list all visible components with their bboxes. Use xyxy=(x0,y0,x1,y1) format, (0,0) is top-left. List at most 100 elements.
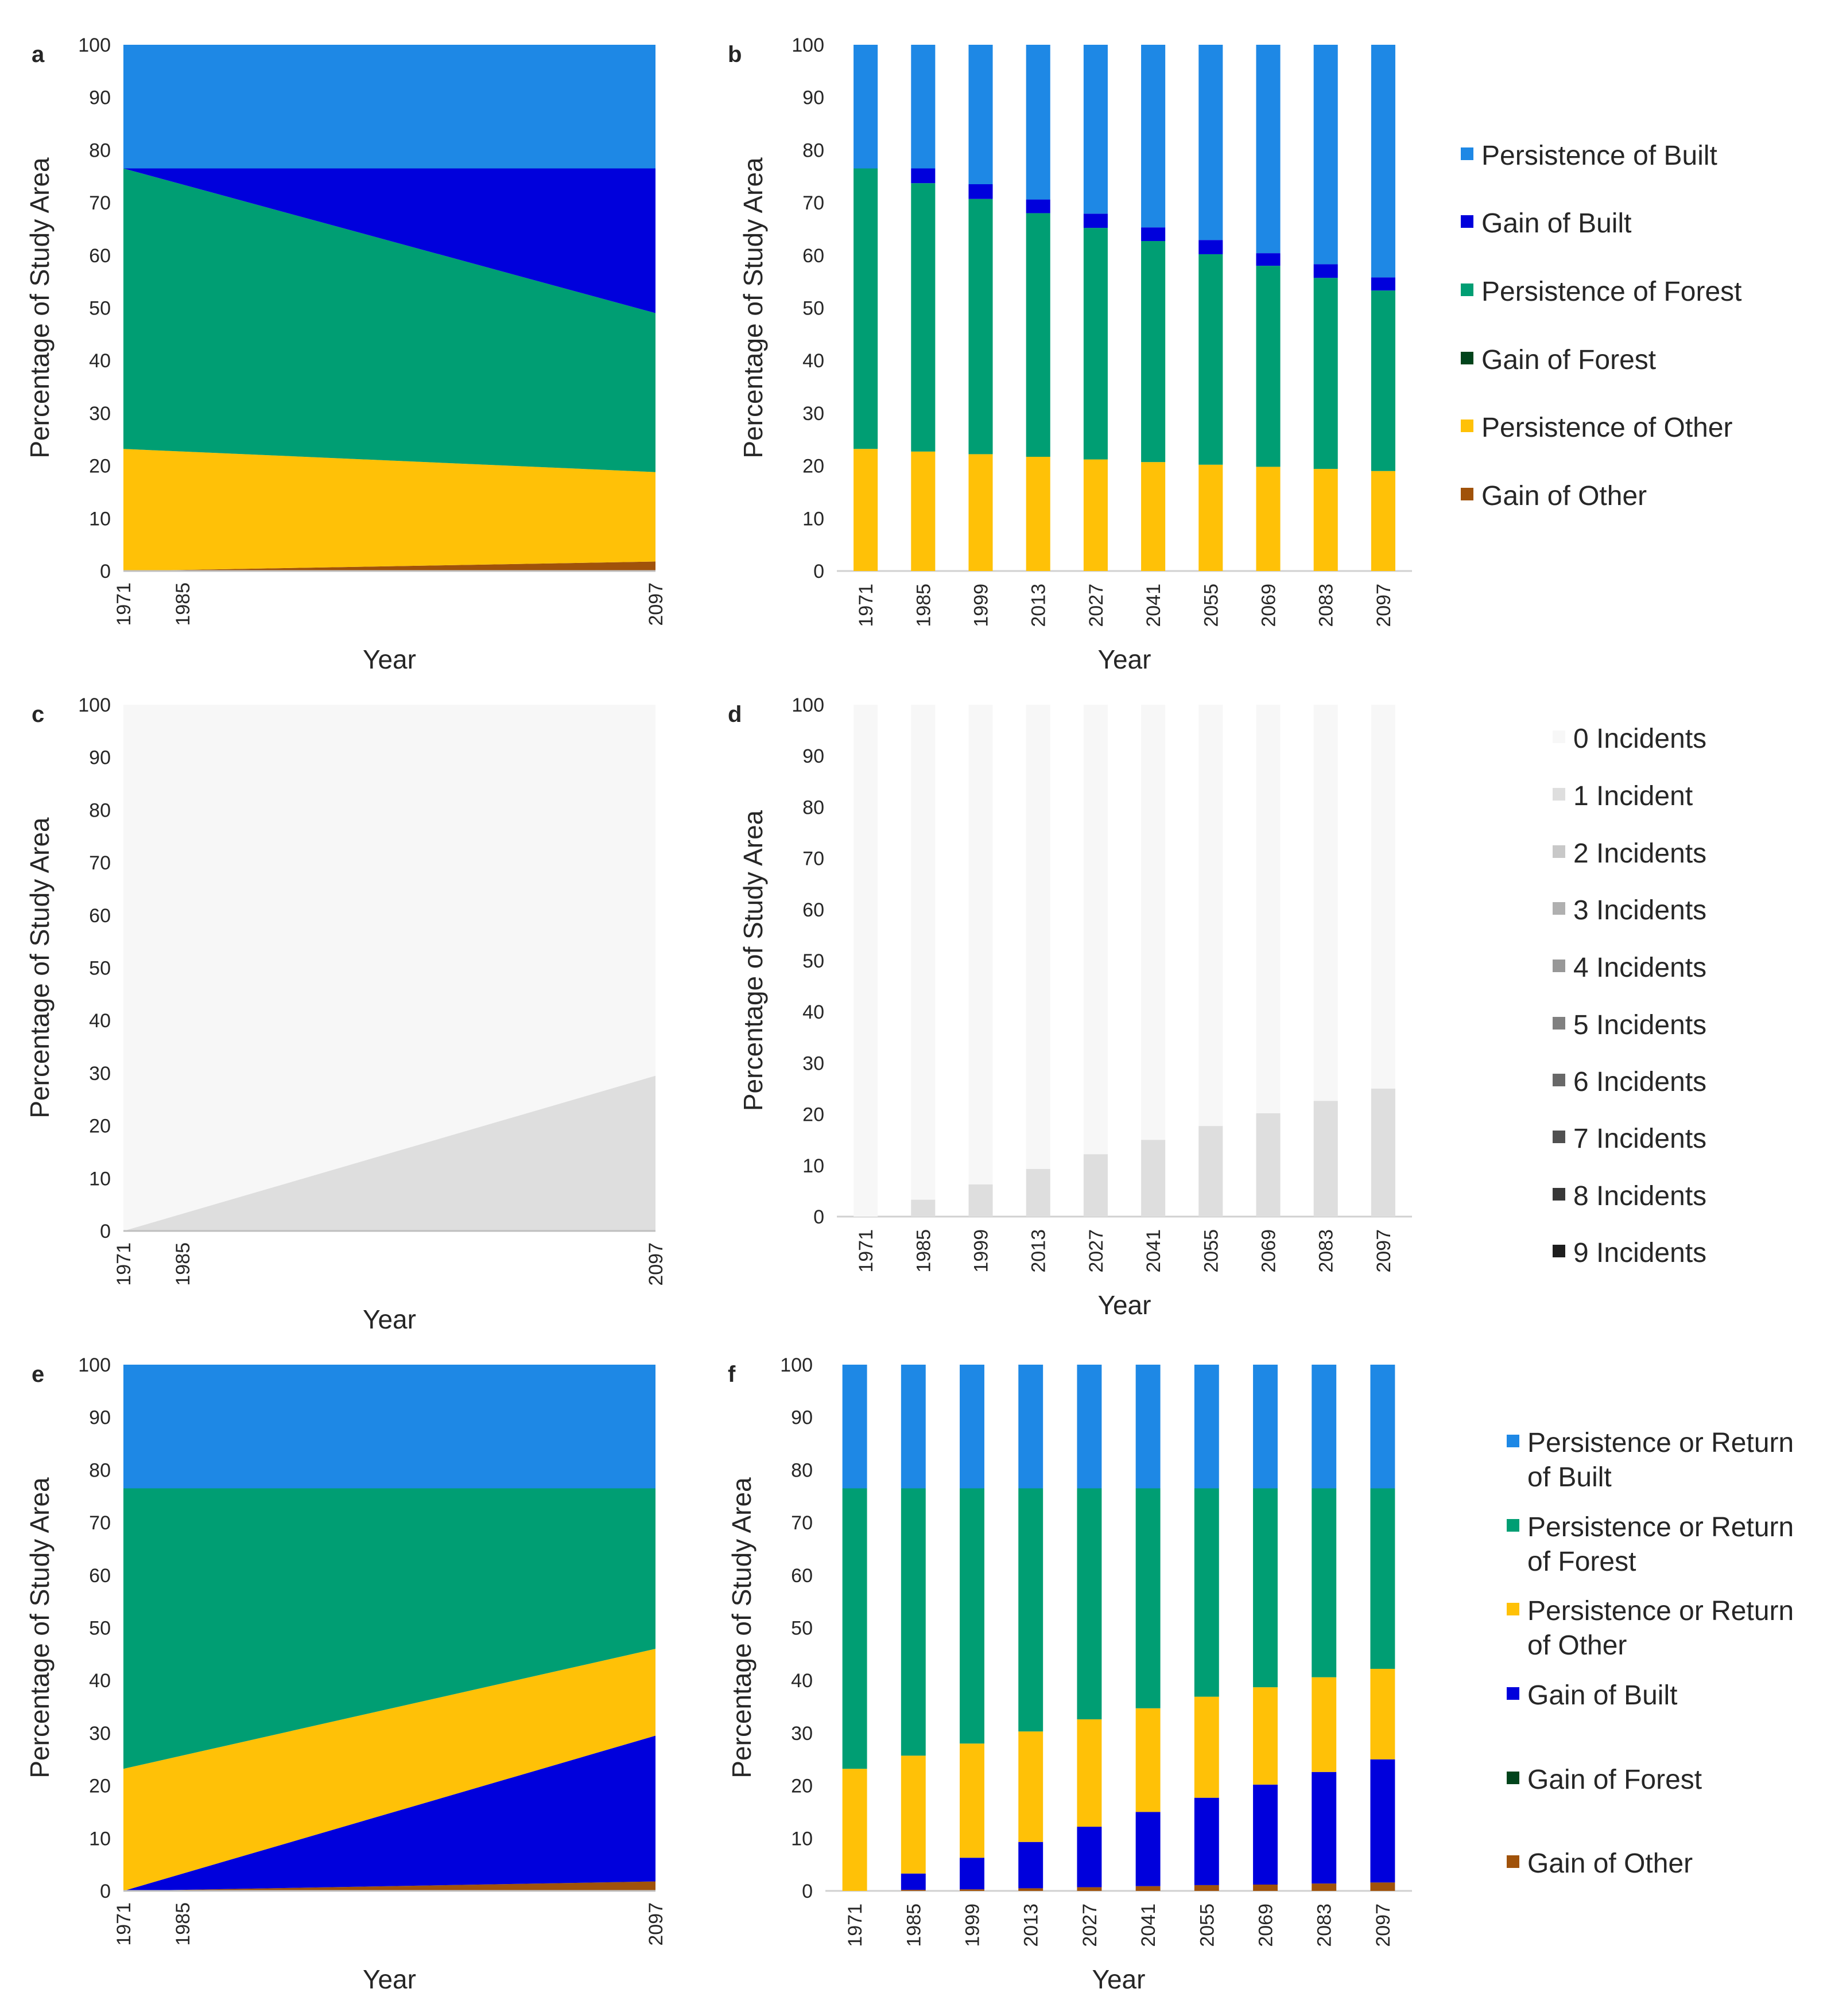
legend-label: 3 Incidents xyxy=(1573,895,1706,926)
bar-segment xyxy=(854,168,878,449)
legend-swatch xyxy=(1507,1519,1519,1532)
bar-segment xyxy=(1256,705,1281,1113)
area-series xyxy=(123,1735,655,1891)
x-tick-label: 2055 xyxy=(1200,584,1222,627)
legend-swatch xyxy=(1553,1131,1565,1143)
legend-top: Persistence of Built Gain of Built Persist… xyxy=(1461,141,1742,511)
bar-segment xyxy=(1256,467,1281,571)
y-tick-label: 70 xyxy=(802,192,824,214)
x-axis-title: Year xyxy=(363,644,416,674)
x-tick-label: 2055 xyxy=(1196,1904,1218,1947)
y-tick-label: 20 xyxy=(791,1776,813,1797)
y-tick-label: 10 xyxy=(89,508,111,530)
legend-swatch xyxy=(1461,215,1473,228)
bar-segment xyxy=(1256,45,1281,254)
bar-segment xyxy=(1083,459,1108,571)
y-tick-label: 20 xyxy=(802,1104,824,1126)
y-tick-label: 60 xyxy=(89,905,111,927)
x-tick-label: 2013 xyxy=(1028,584,1050,627)
bar-segment xyxy=(1370,1669,1395,1759)
x-axis-title: Year xyxy=(1092,1964,1146,1994)
bar-segment xyxy=(1198,45,1223,240)
y-tick-label: 80 xyxy=(89,799,111,821)
bar-segment xyxy=(1194,1488,1219,1697)
y-tick-label: 90 xyxy=(802,745,824,767)
y-tick-label: 100 xyxy=(78,1354,111,1376)
bar-segment xyxy=(911,168,936,184)
area-series xyxy=(123,45,655,169)
x-tick-label: 1999 xyxy=(971,584,992,627)
bar-segment xyxy=(960,1889,984,1891)
y-tick-label: 40 xyxy=(802,1001,824,1023)
y-axis-title: Percentage of Study Area xyxy=(25,817,55,1118)
y-tick-label: 0 xyxy=(100,561,111,582)
bar-segment xyxy=(1135,1488,1161,1708)
legend-middle: 0 Incidents 1 Incident 2 Incidents 3 Incide… xyxy=(1553,724,1706,1268)
bar-segment xyxy=(1135,1886,1161,1891)
chart-panel-e: 1971 1985 2097 Year 0 10 20 30 40 50 60 70 80 90 100 Pe… xyxy=(25,1354,667,1994)
bar-segment xyxy=(1077,1827,1102,1887)
bar-segment xyxy=(968,184,993,199)
bar-segment xyxy=(1077,1488,1102,1720)
bar-segment xyxy=(1135,1708,1161,1812)
y-axis-title: Percentage of Study Area xyxy=(25,1477,55,1778)
bar-segment xyxy=(1141,45,1166,228)
bar-segment xyxy=(1018,1731,1043,1842)
legend-swatch xyxy=(1461,283,1473,296)
bar-segment xyxy=(1135,1812,1161,1886)
legend-swatch xyxy=(1507,1603,1519,1615)
y-tick-label: 70 xyxy=(791,1512,813,1534)
bar-segment xyxy=(842,1365,867,1489)
y-tick-label: 60 xyxy=(802,245,824,267)
legend-swatch xyxy=(1553,960,1565,972)
y-tick-label: 40 xyxy=(89,1670,111,1692)
x-tick-label: 2097 xyxy=(645,1242,667,1286)
bar-segment xyxy=(1026,1169,1050,1217)
bar-segment xyxy=(1313,264,1338,278)
y-tick-label: 10 xyxy=(791,1828,813,1850)
bar-segment xyxy=(1371,705,1395,1089)
bar-segment xyxy=(1141,227,1166,242)
x-tick-label: 2069 xyxy=(1258,584,1280,627)
y-tick-label: 70 xyxy=(89,192,111,214)
chart-panel-d: 1971 1985 1999 2013 2027 2041 2055 2069 2083 2097… xyxy=(728,694,1412,1320)
x-tick-label: 2097 xyxy=(645,1902,667,1946)
y-axis-title: Percentage of Study Area xyxy=(25,157,55,459)
area-series xyxy=(123,1881,655,1891)
bar-segment xyxy=(1077,1719,1102,1827)
bar-segment xyxy=(1198,464,1223,571)
bar-segment xyxy=(1253,1488,1278,1688)
chart-panel-a: 1971 1985 2097 Year 0 10 20 30 40 50 60 70 80 90 100 Pe… xyxy=(25,34,667,674)
x-axis-title: Year xyxy=(1098,1290,1151,1320)
bar-segment xyxy=(1370,1882,1395,1891)
y-tick-label: 10 xyxy=(89,1828,111,1850)
legend-swatch xyxy=(1461,147,1473,160)
legend-swatch xyxy=(1507,1855,1519,1868)
legend-swatch xyxy=(1553,1017,1565,1030)
legend-swatch xyxy=(1553,902,1565,915)
legend-label: of Built xyxy=(1527,1462,1612,1493)
x-tick-label: 1985 xyxy=(172,582,194,626)
bar-segment xyxy=(854,705,878,1217)
x-tick-label: 1971 xyxy=(855,584,877,627)
y-tick-label: 50 xyxy=(802,950,824,972)
bar-segment xyxy=(1026,457,1050,571)
chart-panel-f: 1971 1985 1999 2013 2027 2041 2055 2069 2083 2097… xyxy=(727,1354,1412,1994)
bar-segment xyxy=(1026,705,1050,1170)
y-tick-label: 0 xyxy=(813,1206,824,1228)
x-tick-label: 2013 xyxy=(1028,1229,1050,1273)
bar-segment xyxy=(1312,1488,1337,1677)
chart-panel-b: 1971 1985 1999 2013 2027 2041 2055 2069 2083 2097… xyxy=(728,34,1412,674)
bar-segment xyxy=(1194,1365,1219,1489)
bar-segment xyxy=(960,1858,984,1890)
legend-swatch xyxy=(1553,845,1565,858)
bar-segment xyxy=(854,45,878,169)
bar-segment xyxy=(1371,471,1395,571)
y-tick-label: 90 xyxy=(802,87,824,109)
y-tick-label: 40 xyxy=(89,350,111,372)
x-tick-label: 2097 xyxy=(645,582,667,626)
y-tick-label: 90 xyxy=(89,747,111,769)
legend-label: 8 Incidents xyxy=(1573,1181,1706,1211)
bar-segment xyxy=(1018,1488,1043,1732)
x-tick-label: 2069 xyxy=(1258,1229,1280,1273)
